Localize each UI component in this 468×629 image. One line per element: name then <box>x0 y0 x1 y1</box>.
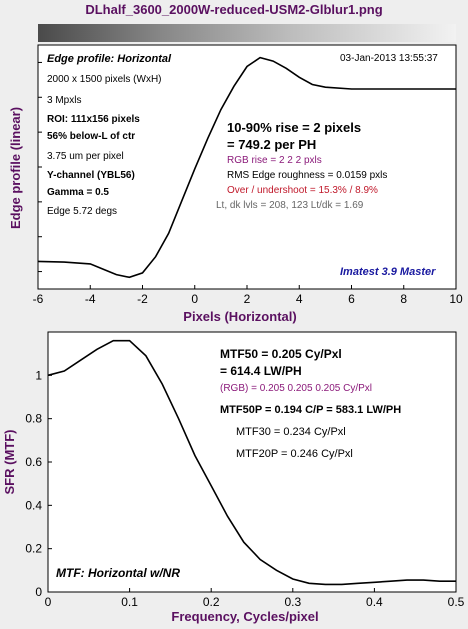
edge-roughness: RMS Edge roughness = 0.0159 pxls <box>227 170 388 181</box>
mtf-x-tick-label: 0.5 <box>448 595 465 609</box>
imatest-brand: Imatest 3.9 Master <box>340 266 436 278</box>
mtf-x-axis-label: Frequency, Cycles/pixel <box>171 609 318 624</box>
edge-x-tick-label: 8 <box>400 292 407 306</box>
mtf20p-text: MTF20P = 0.246 Cy/Pxl <box>236 448 353 460</box>
edge-x-tick-label: 0 <box>191 292 198 306</box>
info-location: 56% below-L of ctr <box>47 131 136 142</box>
mtf-x-tick-label: 0 <box>45 595 52 609</box>
mtf-line <box>47 339 456 586</box>
edge-x-tick-label: -6 <box>33 292 44 306</box>
mtf-y-tick-label: 0.2 <box>25 542 42 556</box>
mtf30-text: MTF30 = 0.234 Cy/Pxl <box>236 426 346 438</box>
mtf-x-tick-label: 0.1 <box>121 595 138 609</box>
mtf-y-tick-label: 1 <box>35 368 42 382</box>
edge-x-tick-label: 10 <box>449 292 463 306</box>
edge-x-tick-label: -2 <box>137 292 148 306</box>
edge-profile-line <box>37 56 456 279</box>
edge-plot-frame <box>37 44 457 290</box>
mtf-y-tick-label: 0 <box>35 585 42 599</box>
info-size: 2000 x 1500 pixels (WxH) <box>47 74 162 85</box>
edge-x-tick-label: 4 <box>296 292 303 306</box>
edge-x-tick-label: -4 <box>85 292 96 306</box>
info-roi: ROI: 111x156 pixels <box>47 114 140 125</box>
mtf-y-tick-label: 0.8 <box>25 412 42 426</box>
mtf50-text: MTF50 = 0.205 Cy/Pxl <box>220 347 342 361</box>
overshoot: Over / undershoot = 15.3% / 8.9% <box>227 185 378 196</box>
info-pixel-size: 3.75 um per pixel <box>47 151 124 162</box>
mtf-y-axis-label: SFR (MTF) <box>2 430 17 495</box>
mtf50-lwph: = 614.4 LW/PH <box>220 364 302 378</box>
mtf-caption: MTF: Horizontal w/NR <box>56 566 180 580</box>
edge-y-axis-label: Edge profile (linear) <box>8 107 23 229</box>
edge-x-axis-label: Pixels (Horizontal) <box>183 309 296 324</box>
info-edge-angle: Edge 5.72 degs <box>47 206 118 217</box>
mtf-x-tick-label: 0.3 <box>284 595 301 609</box>
edge-x-tick-label: 2 <box>244 292 251 306</box>
info-channel: Y-channel (YBL56) <box>47 170 135 181</box>
rise-per-ph: = 749.2 per PH <box>227 137 317 152</box>
mtf-x-tick-label: 0.4 <box>366 595 383 609</box>
edge-date: 03-Jan-2013 13:55:37 <box>340 53 438 64</box>
edge-panel-heading: Edge profile: Horizontal <box>47 53 172 65</box>
edge-gradient-strip <box>38 24 456 42</box>
mtf-plot-frame <box>47 331 457 593</box>
mtf50p-text: MTF50P = 0.194 C/P = 583.1 LW/PH <box>220 404 402 416</box>
info-gamma: Gamma = 0.5 <box>47 187 109 198</box>
edge-x-tick-label: 6 <box>348 292 355 306</box>
mtf50-rgb: (RGB) = 0.205 0.205 0.205 Cy/Pxl <box>220 383 373 394</box>
mtf-x-tick-label: 0.2 <box>203 595 220 609</box>
light-dark-levels: Lt, dk lvls = 208, 123 Lt/dk = 1.69 <box>216 200 364 211</box>
rise-text: 10-90% rise = 2 pixels <box>227 120 362 135</box>
info-mpxls: 3 Mpxls <box>47 95 82 106</box>
window-title: DLhalf_3600_2000W-reduced-USM2-Glblur1.p… <box>85 2 383 17</box>
mtf-y-tick-label: 0.4 <box>25 498 42 512</box>
mtf-y-tick-label: 0.6 <box>25 455 42 469</box>
rgb-rise: RGB rise = 2 2 2 pxls <box>227 155 322 166</box>
